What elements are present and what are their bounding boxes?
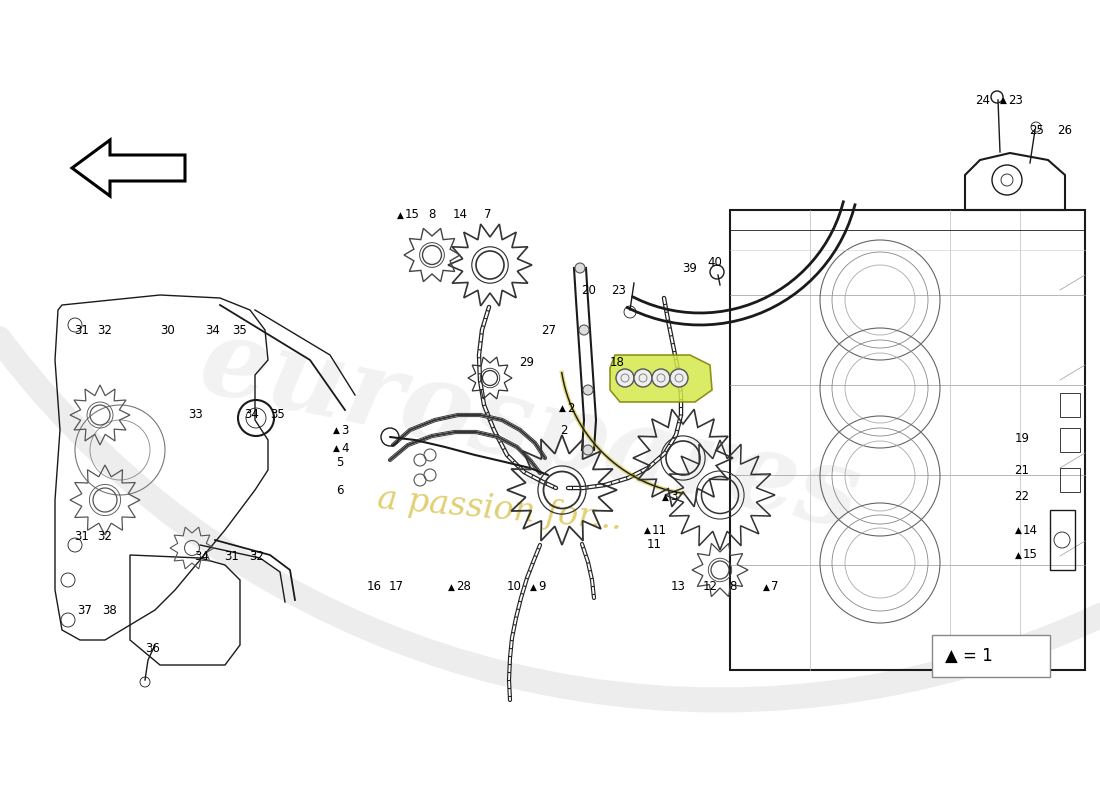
Text: 8: 8 (729, 581, 737, 594)
Text: 14: 14 (452, 209, 468, 222)
Text: 21: 21 (1014, 463, 1030, 477)
Bar (1060, 428, 1080, 452)
Text: 15: 15 (405, 209, 420, 222)
Text: 3: 3 (341, 423, 349, 437)
Text: 32: 32 (250, 550, 264, 563)
Text: 25: 25 (1030, 123, 1044, 137)
Text: ▲: ▲ (1015, 550, 1022, 559)
Polygon shape (610, 355, 712, 402)
Circle shape (634, 369, 652, 387)
Polygon shape (72, 140, 185, 196)
Text: 34: 34 (244, 409, 260, 422)
Text: ▲: ▲ (662, 493, 669, 502)
Text: 17: 17 (388, 581, 404, 594)
FancyBboxPatch shape (932, 635, 1050, 677)
Text: 7: 7 (484, 209, 492, 222)
Text: ▲: ▲ (645, 526, 651, 534)
Text: 23: 23 (612, 283, 626, 297)
Text: 12: 12 (703, 581, 717, 594)
Circle shape (575, 263, 585, 273)
Text: 18: 18 (609, 355, 625, 369)
Text: 23: 23 (1008, 94, 1023, 106)
Text: ▲: ▲ (763, 582, 770, 591)
Text: 26: 26 (1057, 123, 1072, 137)
Text: 24: 24 (976, 94, 990, 106)
Text: a passion for...: a passion for... (376, 483, 624, 537)
Text: 8: 8 (428, 209, 436, 222)
Text: 5: 5 (337, 455, 343, 469)
Text: 40: 40 (707, 257, 723, 270)
Text: 16: 16 (366, 581, 382, 594)
Text: 28: 28 (456, 581, 471, 594)
Text: 36: 36 (145, 642, 161, 654)
Bar (1060, 468, 1080, 492)
Text: 37: 37 (78, 603, 92, 617)
Text: 22: 22 (1014, 490, 1030, 503)
Circle shape (652, 369, 670, 387)
Text: ▲: ▲ (397, 210, 404, 219)
Bar (1060, 393, 1080, 417)
Text: ▲: ▲ (1015, 526, 1022, 534)
Text: ▲: ▲ (333, 443, 340, 453)
Text: ▲ = 1: ▲ = 1 (945, 647, 992, 665)
Circle shape (579, 325, 588, 335)
Circle shape (670, 369, 688, 387)
Text: ▲: ▲ (448, 582, 455, 591)
Text: 34: 34 (195, 550, 209, 563)
Text: 32: 32 (98, 323, 112, 337)
Text: 32: 32 (98, 530, 112, 543)
Text: 30: 30 (161, 323, 175, 337)
Text: 27: 27 (541, 323, 557, 337)
Text: 31: 31 (75, 530, 89, 543)
Text: 29: 29 (519, 355, 535, 369)
Text: ▲: ▲ (530, 582, 537, 591)
Text: 34: 34 (206, 323, 220, 337)
Text: 14: 14 (1023, 523, 1038, 537)
Text: 11: 11 (647, 538, 661, 551)
Text: ▲: ▲ (559, 403, 566, 413)
Text: 19: 19 (1014, 431, 1030, 445)
Text: 4: 4 (341, 442, 349, 454)
Text: 3: 3 (670, 490, 678, 503)
Text: 39: 39 (683, 262, 697, 274)
Text: 2: 2 (566, 402, 574, 414)
Text: 10: 10 (507, 581, 521, 594)
Text: 13: 13 (671, 581, 685, 594)
Text: 31: 31 (224, 550, 240, 563)
Text: 9: 9 (538, 581, 546, 594)
Text: 31: 31 (75, 323, 89, 337)
Circle shape (583, 385, 593, 395)
Text: 2: 2 (560, 423, 568, 437)
Text: 33: 33 (188, 409, 204, 422)
Text: 15: 15 (1023, 549, 1038, 562)
Text: ▲: ▲ (333, 426, 340, 434)
Text: 6: 6 (337, 483, 343, 497)
Circle shape (616, 369, 634, 387)
Text: 35: 35 (232, 323, 248, 337)
Text: 20: 20 (582, 283, 596, 297)
Text: 7: 7 (771, 581, 779, 594)
Text: 11: 11 (652, 523, 667, 537)
Text: 38: 38 (102, 603, 118, 617)
Text: eurospares: eurospares (190, 308, 869, 552)
Text: ▲: ▲ (1000, 95, 1006, 105)
Circle shape (583, 445, 593, 455)
Text: 35: 35 (271, 409, 285, 422)
